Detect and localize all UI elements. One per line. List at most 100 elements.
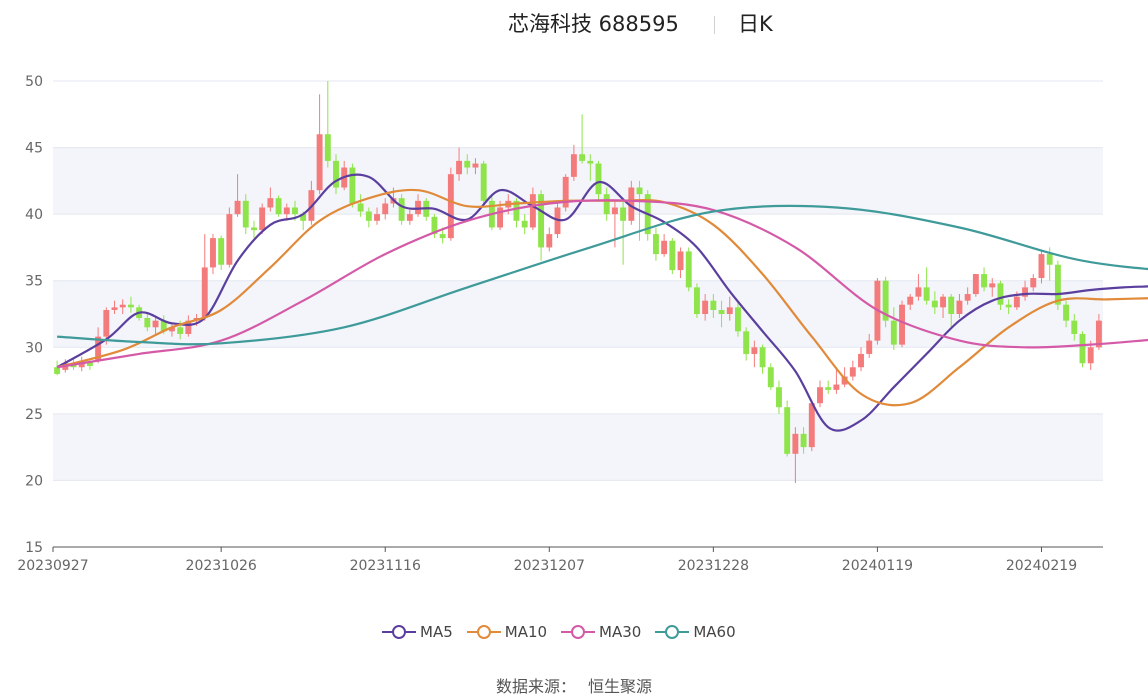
candle-body xyxy=(636,187,643,195)
legend-label: MA30 xyxy=(599,623,642,641)
candle xyxy=(669,238,676,275)
candle-body xyxy=(603,194,610,215)
candle xyxy=(628,180,635,225)
legend-item-ma5[interactable]: MA5 xyxy=(382,623,453,641)
candle xyxy=(415,194,421,217)
candle-body xyxy=(127,304,134,308)
candle xyxy=(710,294,717,318)
candle xyxy=(677,247,684,279)
candle-body xyxy=(800,433,807,448)
y-tick-label: 40 xyxy=(25,207,43,223)
y-tick-label: 35 xyxy=(25,274,43,290)
candle-body xyxy=(710,300,717,311)
candle xyxy=(185,315,192,337)
candle xyxy=(693,283,700,318)
period-label[interactable]: 日K xyxy=(738,12,773,36)
candle-body xyxy=(226,214,233,265)
candle-body xyxy=(882,280,889,321)
candle-body xyxy=(144,317,151,328)
candle xyxy=(882,276,889,328)
candle-body xyxy=(54,367,61,374)
candle-body xyxy=(652,234,659,255)
candle xyxy=(981,267,988,292)
candle xyxy=(956,294,963,318)
candle xyxy=(431,214,438,239)
candle xyxy=(242,194,249,235)
candle xyxy=(858,347,864,372)
candle xyxy=(603,187,610,221)
candle xyxy=(940,294,946,318)
ma-line-ma30 xyxy=(56,199,1148,369)
stock-title: 芯海科技 688595 xyxy=(508,12,679,36)
candle-body xyxy=(357,203,364,212)
candle xyxy=(1030,274,1037,292)
candle xyxy=(808,400,815,452)
candle xyxy=(849,360,856,381)
candle xyxy=(546,227,553,252)
candle-body xyxy=(866,340,873,354)
x-tick-label: 20230927 xyxy=(17,558,88,574)
candle-body xyxy=(529,194,536,228)
x-tick-label: 20240219 xyxy=(1006,558,1077,574)
candle-body xyxy=(718,310,725,314)
candle xyxy=(1022,280,1029,301)
candle-body xyxy=(964,294,971,301)
candle xyxy=(152,316,159,334)
candle-body xyxy=(521,220,528,228)
candle-body xyxy=(324,134,331,161)
candle-body xyxy=(546,234,553,248)
candle-body xyxy=(784,407,791,454)
candle xyxy=(382,198,389,220)
legend-item-ma60[interactable]: MA60 xyxy=(655,623,736,641)
candle-body xyxy=(168,327,175,332)
legend-marker-icon xyxy=(655,625,690,639)
candle-body xyxy=(365,211,372,221)
legend-label: MA10 xyxy=(504,623,548,641)
candle-body xyxy=(1071,320,1078,334)
candle xyxy=(127,296,134,313)
chart-legend: MA5 MA10 MA30 MA60 xyxy=(382,620,736,644)
candle xyxy=(398,194,405,225)
candle-body xyxy=(1046,254,1053,265)
candle-body xyxy=(292,207,298,215)
candle-body xyxy=(447,174,454,239)
x-tick-label: 20231228 xyxy=(678,558,749,574)
candle xyxy=(349,163,356,208)
legend-marker-icon xyxy=(466,625,501,639)
candle xyxy=(111,300,118,314)
candle-body xyxy=(1005,304,1012,308)
candle-body xyxy=(1063,304,1070,321)
legend-item-ma10[interactable]: MA10 xyxy=(466,623,548,641)
y-tick-label: 45 xyxy=(25,141,43,157)
candle xyxy=(972,274,979,297)
candle-body xyxy=(177,327,184,334)
candle-body xyxy=(825,387,832,390)
candle xyxy=(374,207,380,225)
legend-item-ma30[interactable]: MA30 xyxy=(561,623,641,641)
candle-body xyxy=(693,287,700,314)
candle-body xyxy=(833,384,840,390)
candle-body xyxy=(111,307,118,311)
candle-body xyxy=(931,300,938,308)
candle-body xyxy=(464,160,471,168)
candle xyxy=(792,427,799,484)
candle xyxy=(718,300,725,328)
source-value: 恒生聚源 xyxy=(588,677,653,696)
candle-body xyxy=(570,154,577,177)
candle xyxy=(915,274,922,301)
candle-body xyxy=(890,320,897,345)
candle-body xyxy=(1054,264,1061,305)
candle xyxy=(1063,300,1070,328)
legend-label: MA5 xyxy=(420,623,453,641)
candle xyxy=(784,400,791,457)
candle xyxy=(464,154,471,175)
candle-body xyxy=(972,274,979,295)
candle-body xyxy=(628,187,635,221)
candle-body xyxy=(185,320,192,334)
candle-body xyxy=(1038,254,1045,279)
candle-body xyxy=(948,296,955,314)
candle xyxy=(907,294,914,311)
candle xyxy=(316,94,323,195)
candlestick-chart[interactable]: 15 20 25 30 35 40 45 50 20230927 20231026 20231116… xyxy=(0,0,1148,610)
candle-body xyxy=(841,376,848,385)
